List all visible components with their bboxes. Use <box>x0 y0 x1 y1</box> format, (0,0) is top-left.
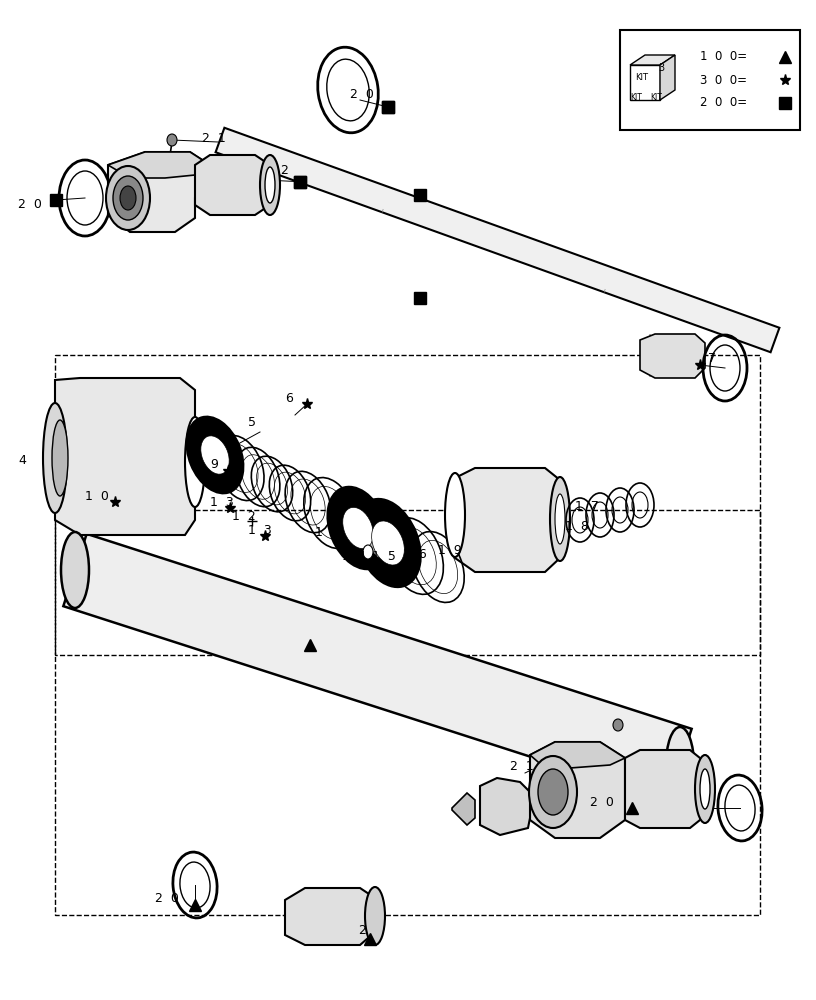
FancyBboxPatch shape <box>620 30 800 130</box>
Text: 1  3: 1 3 <box>210 496 233 510</box>
Text: 2  0: 2 0 <box>18 198 42 212</box>
Text: 2  1: 2 1 <box>510 760 534 774</box>
Ellipse shape <box>538 769 568 815</box>
Polygon shape <box>480 778 530 835</box>
Ellipse shape <box>343 507 373 549</box>
Text: 6: 6 <box>285 391 293 404</box>
Ellipse shape <box>371 521 405 565</box>
Polygon shape <box>55 378 195 535</box>
Text: 2  0: 2 0 <box>155 892 179 904</box>
Polygon shape <box>108 152 210 178</box>
Polygon shape <box>630 65 660 100</box>
Ellipse shape <box>550 477 570 561</box>
Text: 1  5: 1 5 <box>372 550 396 564</box>
Text: 1  0  0=: 1 0 0= <box>700 50 747 64</box>
Ellipse shape <box>363 545 373 559</box>
Ellipse shape <box>185 417 205 507</box>
Text: 2  0: 2 0 <box>590 796 614 808</box>
Polygon shape <box>530 742 625 768</box>
Ellipse shape <box>327 487 388 569</box>
Ellipse shape <box>43 403 67 513</box>
Ellipse shape <box>167 134 177 146</box>
Polygon shape <box>108 152 210 232</box>
Text: KIT: KIT <box>650 94 662 103</box>
Text: 3  0  0=: 3 0 0= <box>700 74 747 87</box>
Text: KIT: KIT <box>635 74 648 83</box>
Ellipse shape <box>120 186 136 210</box>
Text: 1  7: 1 7 <box>575 499 599 512</box>
Polygon shape <box>625 750 705 828</box>
Ellipse shape <box>52 420 68 496</box>
Ellipse shape <box>666 727 694 803</box>
Ellipse shape <box>260 155 280 215</box>
Text: KIT: KIT <box>630 94 642 103</box>
Ellipse shape <box>365 887 385 945</box>
Ellipse shape <box>613 719 623 731</box>
Polygon shape <box>285 888 375 945</box>
Ellipse shape <box>355 499 421 587</box>
Text: 2  1: 2 1 <box>202 131 226 144</box>
Polygon shape <box>455 468 560 572</box>
Text: 2  0  0=: 2 0 0= <box>700 97 747 109</box>
Ellipse shape <box>695 755 715 823</box>
Ellipse shape <box>265 167 275 203</box>
Text: 2  0: 2 0 <box>350 89 374 102</box>
Text: 7: 7 <box>708 352 716 364</box>
Text: 2: 2 <box>280 163 288 176</box>
Polygon shape <box>64 534 692 801</box>
Polygon shape <box>660 55 675 100</box>
Text: 3: 3 <box>658 63 664 73</box>
Text: 4: 4 <box>18 454 26 466</box>
Ellipse shape <box>113 176 143 220</box>
Text: 1  9: 1 9 <box>438 544 462 556</box>
Polygon shape <box>215 128 779 352</box>
Text: 9: 9 <box>210 458 218 472</box>
Text: 1  4: 1 4 <box>342 550 366 564</box>
Text: 8: 8 <box>210 477 218 489</box>
Text: 1  2: 1 2 <box>232 510 255 522</box>
Polygon shape <box>452 793 475 825</box>
Text: 1  8: 1 8 <box>565 520 589 534</box>
Text: 1  6: 1 6 <box>403 548 427 560</box>
Ellipse shape <box>187 417 243 493</box>
Ellipse shape <box>445 473 465 557</box>
Text: 1  1: 1 1 <box>315 526 339 538</box>
Polygon shape <box>195 155 270 215</box>
Ellipse shape <box>700 769 710 809</box>
Polygon shape <box>630 55 675 65</box>
Polygon shape <box>530 742 625 838</box>
Ellipse shape <box>106 166 150 230</box>
Text: 5: 5 <box>248 416 256 428</box>
Text: 1  0: 1 0 <box>85 490 109 504</box>
Text: 1  3: 1 3 <box>248 524 272 538</box>
Ellipse shape <box>201 436 229 474</box>
Ellipse shape <box>529 756 577 828</box>
Ellipse shape <box>555 494 565 544</box>
Ellipse shape <box>61 532 89 608</box>
Polygon shape <box>368 536 390 558</box>
Text: 2: 2 <box>358 924 366 936</box>
Polygon shape <box>640 334 705 378</box>
